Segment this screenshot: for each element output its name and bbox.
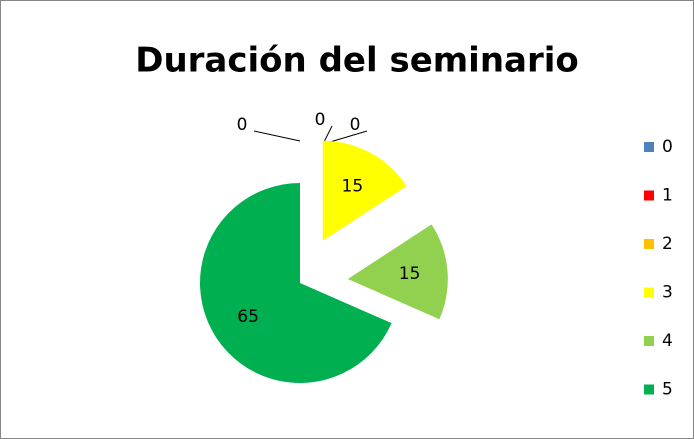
legend-label: 2 bbox=[662, 234, 673, 254]
data-label: 0 bbox=[237, 115, 248, 135]
pie-slice bbox=[200, 183, 392, 383]
legend-swatch bbox=[644, 239, 654, 249]
leader-line bbox=[253, 130, 301, 142]
data-label: 65 bbox=[237, 307, 259, 327]
pie-slice bbox=[347, 224, 448, 320]
legend-label: 5 bbox=[662, 380, 673, 400]
data-label: 15 bbox=[342, 176, 364, 196]
data-label: 0 bbox=[315, 110, 326, 130]
data-label: 15 bbox=[399, 264, 421, 284]
chart-title: Duración del seminario bbox=[135, 41, 579, 81]
legend-swatch bbox=[644, 190, 654, 201]
legend-swatch bbox=[644, 142, 654, 152]
leader-line bbox=[329, 130, 368, 143]
legend-label: 4 bbox=[662, 331, 673, 351]
legend-swatch bbox=[644, 384, 654, 395]
legend-swatch bbox=[644, 287, 654, 298]
pie-slice bbox=[322, 140, 407, 241]
legend-label: 3 bbox=[662, 283, 673, 303]
leader-line bbox=[323, 125, 333, 143]
legend-swatch bbox=[644, 336, 654, 346]
legend-label: 1 bbox=[662, 186, 673, 206]
data-label: 0 bbox=[350, 115, 361, 135]
legend-label: 0 bbox=[662, 137, 673, 157]
